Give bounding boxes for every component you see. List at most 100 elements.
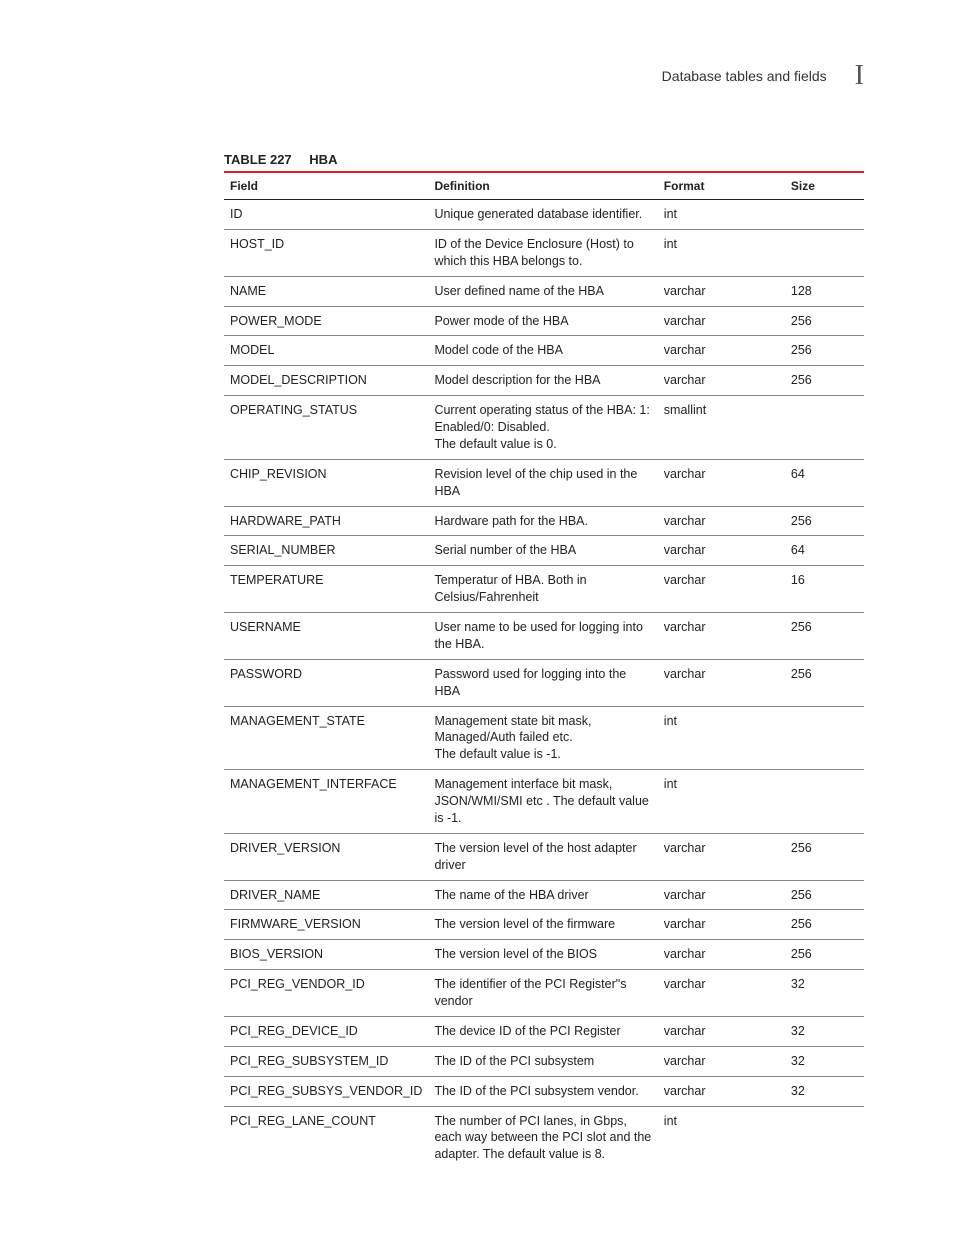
table-row: PCI_REG_LANE_COUNTThe number of PCI lane… — [224, 1106, 864, 1169]
cell-format: varchar — [658, 910, 785, 940]
cell-definition: Serial number of the HBA — [428, 536, 657, 566]
cell-size: 256 — [785, 940, 864, 970]
cell-field: DRIVER_NAME — [224, 880, 428, 910]
cell-size: 32 — [785, 1046, 864, 1076]
cell-size — [785, 200, 864, 230]
cell-field: OPERATING_STATUS — [224, 396, 428, 460]
cell-definition: The version level of the host adapter dr… — [428, 833, 657, 880]
hba-table: Field Definition Format Size IDUnique ge… — [224, 171, 864, 1169]
cell-format: int — [658, 1106, 785, 1169]
cell-field: NAME — [224, 276, 428, 306]
cell-size: 256 — [785, 910, 864, 940]
cell-field: CHIP_REVISION — [224, 459, 428, 506]
table-row: MODEL_DESCRIPTIONModel description for t… — [224, 366, 864, 396]
col-header-definition: Definition — [428, 172, 657, 200]
cell-format: varchar — [658, 1046, 785, 1076]
cell-field: BIOS_VERSION — [224, 940, 428, 970]
cell-field: POWER_MODE — [224, 306, 428, 336]
cell-size: 32 — [785, 1016, 864, 1046]
cell-definition: Power mode of the HBA — [428, 306, 657, 336]
table-row: FIRMWARE_VERSIONThe version level of the… — [224, 910, 864, 940]
col-header-field: Field — [224, 172, 428, 200]
table-row: DRIVER_VERSIONThe version level of the h… — [224, 833, 864, 880]
cell-format: int — [658, 200, 785, 230]
running-header: Database tables and fields I — [224, 60, 864, 92]
cell-field: SERIAL_NUMBER — [224, 536, 428, 566]
cell-format: varchar — [658, 536, 785, 566]
cell-format: varchar — [658, 880, 785, 910]
cell-field: USERNAME — [224, 613, 428, 660]
cell-definition: Unique generated database identifier. — [428, 200, 657, 230]
cell-field: MANAGEMENT_INTERFACE — [224, 770, 428, 834]
cell-definition: Revision level of the chip used in the H… — [428, 459, 657, 506]
cell-definition: The name of the HBA driver — [428, 880, 657, 910]
table-row: PCI_REG_VENDOR_IDThe identifier of the P… — [224, 970, 864, 1017]
cell-size: 256 — [785, 880, 864, 910]
cell-field: FIRMWARE_VERSION — [224, 910, 428, 940]
cell-size: 256 — [785, 833, 864, 880]
cell-field: TEMPERATURE — [224, 566, 428, 613]
cell-field: PCI_REG_SUBSYS_VENDOR_ID — [224, 1076, 428, 1106]
cell-field: PCI_REG_LANE_COUNT — [224, 1106, 428, 1169]
cell-size: 256 — [785, 366, 864, 396]
table-row: POWER_MODEPower mode of the HBAvarchar25… — [224, 306, 864, 336]
table-row: SERIAL_NUMBERSerial number of the HBAvar… — [224, 536, 864, 566]
cell-format: varchar — [658, 506, 785, 536]
cell-definition: Model description for the HBA — [428, 366, 657, 396]
cell-size: 16 — [785, 566, 864, 613]
cell-definition: User defined name of the HBA — [428, 276, 657, 306]
cell-size: 128 — [785, 276, 864, 306]
cell-field: ID — [224, 200, 428, 230]
cell-field: MODEL — [224, 336, 428, 366]
cell-definition: The device ID of the PCI Register — [428, 1016, 657, 1046]
cell-size: 64 — [785, 536, 864, 566]
cell-field: MODEL_DESCRIPTION — [224, 366, 428, 396]
table-header-row: Field Definition Format Size — [224, 172, 864, 200]
cell-definition: The number of PCI lanes, in Gbps, each w… — [428, 1106, 657, 1169]
table-caption: TABLE 227 HBA — [224, 152, 864, 167]
cell-definition: The identifier of the PCI Register"s ven… — [428, 970, 657, 1017]
cell-format: varchar — [658, 1016, 785, 1046]
cell-field: MANAGEMENT_STATE — [224, 706, 428, 770]
section-title: Database tables and fields — [662, 68, 827, 84]
cell-field: DRIVER_VERSION — [224, 833, 428, 880]
table-row: TEMPERATURETemperatur of HBA. Both in Ce… — [224, 566, 864, 613]
cell-format: varchar — [658, 970, 785, 1017]
cell-size — [785, 706, 864, 770]
cell-format: int — [658, 770, 785, 834]
table-row: USERNAMEUser name to be used for logging… — [224, 613, 864, 660]
cell-definition: The version level of the BIOS — [428, 940, 657, 970]
page: Database tables and fields I TABLE 227 H… — [0, 0, 954, 1235]
table-row: HOST_IDID of the Device Enclosure (Host)… — [224, 229, 864, 276]
cell-format: varchar — [658, 459, 785, 506]
cell-definition: Password used for logging into the HBA — [428, 659, 657, 706]
cell-definition: Hardware path for the HBA. — [428, 506, 657, 536]
table-row: PCI_REG_SUBSYS_VENDOR_IDThe ID of the PC… — [224, 1076, 864, 1106]
cell-size: 32 — [785, 970, 864, 1017]
cell-definition: Management state bit mask, Managed/Auth … — [428, 706, 657, 770]
cell-field: PCI_REG_VENDOR_ID — [224, 970, 428, 1017]
cell-format: varchar — [658, 940, 785, 970]
cell-size: 256 — [785, 306, 864, 336]
cell-definition: User name to be used for logging into th… — [428, 613, 657, 660]
table-row: HARDWARE_PATHHardware path for the HBA.v… — [224, 506, 864, 536]
table-row: BIOS_VERSIONThe version level of the BIO… — [224, 940, 864, 970]
cell-format: varchar — [658, 336, 785, 366]
cell-format: int — [658, 229, 785, 276]
cell-definition: Management interface bit mask, JSON/WMI/… — [428, 770, 657, 834]
cell-definition: The ID of the PCI subsystem vendor. — [428, 1076, 657, 1106]
table-row: PASSWORDPassword used for logging into t… — [224, 659, 864, 706]
cell-field: PCI_REG_DEVICE_ID — [224, 1016, 428, 1046]
cell-size — [785, 396, 864, 460]
cell-size: 256 — [785, 659, 864, 706]
cell-format: varchar — [658, 566, 785, 613]
table-row: DRIVER_NAMEThe name of the HBA drivervar… — [224, 880, 864, 910]
chapter-mark: I — [855, 60, 864, 92]
cell-field: PASSWORD — [224, 659, 428, 706]
cell-format: varchar — [658, 613, 785, 660]
cell-format: int — [658, 706, 785, 770]
col-header-size: Size — [785, 172, 864, 200]
cell-format: varchar — [658, 659, 785, 706]
cell-definition: Current operating status of the HBA: 1: … — [428, 396, 657, 460]
cell-format: varchar — [658, 366, 785, 396]
